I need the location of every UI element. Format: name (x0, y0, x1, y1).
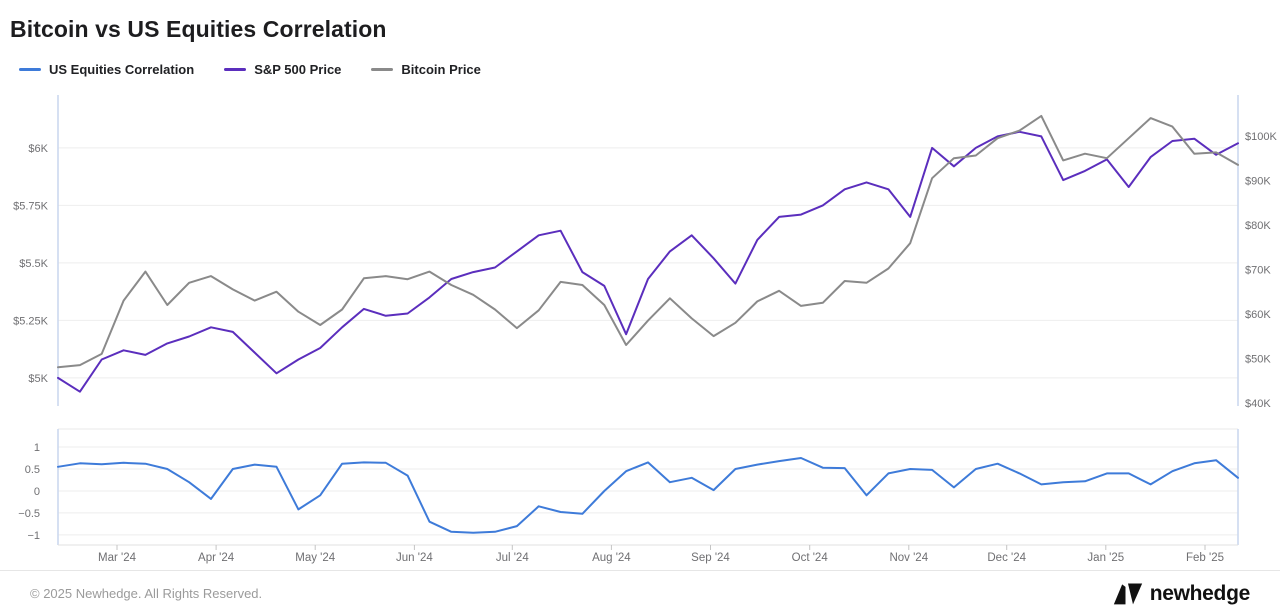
y-axis-tick-label: $6K (28, 143, 48, 155)
y-axis-right-tick-label: $80K (1245, 220, 1271, 232)
legend-label: Bitcoin Price (401, 62, 481, 77)
page-title: Bitcoin vs US Equities Correlation (10, 16, 387, 42)
copyright-text: © 2025 Newhedge. All Rights Reserved. (30, 586, 263, 601)
newhedge-logo-text: newhedge (1149, 581, 1251, 605)
x-axis-tick-label: Nov '24 (889, 552, 928, 564)
series-line-s-p-500-price[interactable] (57, 130, 1239, 393)
y-axis-tick-label: 1 (34, 442, 40, 454)
x-axis-tick-label: Sep '24 (691, 552, 730, 564)
y-axis-right-tick-label: $60K (1245, 309, 1271, 321)
y-axis-tick-label: $5.25K (13, 315, 49, 327)
x-axis-tick-label: Feb '25 (1186, 552, 1224, 564)
legend-item-bitcoin-price[interactable]: Bitcoin Price (371, 62, 481, 77)
x-axis-tick-label: Dec '24 (987, 552, 1026, 564)
legend-item-us-equities-correlation[interactable]: US Equities Correlation (19, 62, 194, 77)
x-axis-tick-label: May '24 (295, 552, 336, 564)
x-axis-tick-label: Jul '24 (496, 552, 529, 564)
y-axis-tick-label: $5.5K (19, 258, 48, 270)
y-axis-right-tick-label: $90K (1245, 175, 1271, 187)
page-footer: © 2025 Newhedge. All Rights Reserved. ne… (0, 570, 1280, 616)
x-axis-tick-label: Aug '24 (592, 552, 631, 564)
y-axis-tick-label: −0.5 (18, 508, 40, 520)
y-axis-right-tick-label: $70K (1245, 264, 1271, 276)
x-axis-tick-label: Apr '24 (198, 552, 235, 564)
x-axis-tick-label: Jan '25 (1087, 552, 1124, 564)
y-axis-right-tick-label: $40K (1245, 398, 1271, 410)
legend-label: US Equities Correlation (49, 62, 195, 77)
newhedge-logo[interactable]: newhedge (1113, 581, 1250, 606)
y-axis-tick-label: 0.5 (25, 464, 40, 476)
y-axis-tick-label: $5K (28, 373, 48, 385)
header: Bitcoin vs US Equities Correlation (10, 16, 387, 43)
legend-line-swatch-gray (371, 68, 394, 71)
x-axis-tick-label: Oct '24 (792, 552, 829, 564)
x-axis-tick-label: Mar '24 (98, 552, 137, 564)
series-line-bitcoin-price[interactable] (57, 114, 1239, 369)
legend-item-sp500-price[interactable]: S&P 500 Price (224, 62, 341, 77)
legend-line-swatch-blue (19, 68, 41, 71)
x-axis-tick-label: Jun '24 (396, 552, 433, 564)
chart-legend: US Equities Correlation S&P 500 Price Bi… (19, 62, 481, 77)
y-axis-tick-label: $5.75K (13, 200, 49, 212)
y-axis-right-tick-label: $50K (1245, 353, 1271, 365)
y-axis-tick-label: −1 (27, 530, 40, 542)
legend-label: S&P 500 Price (254, 62, 342, 77)
newhedge-logo-icon (1113, 583, 1142, 605)
y-axis-right-tick-label: $100K (1245, 131, 1277, 143)
series-line-us-equities-correlation[interactable] (57, 457, 1239, 534)
legend-line-swatch-purple (224, 68, 247, 71)
y-axis-tick-label: 0 (34, 486, 40, 498)
